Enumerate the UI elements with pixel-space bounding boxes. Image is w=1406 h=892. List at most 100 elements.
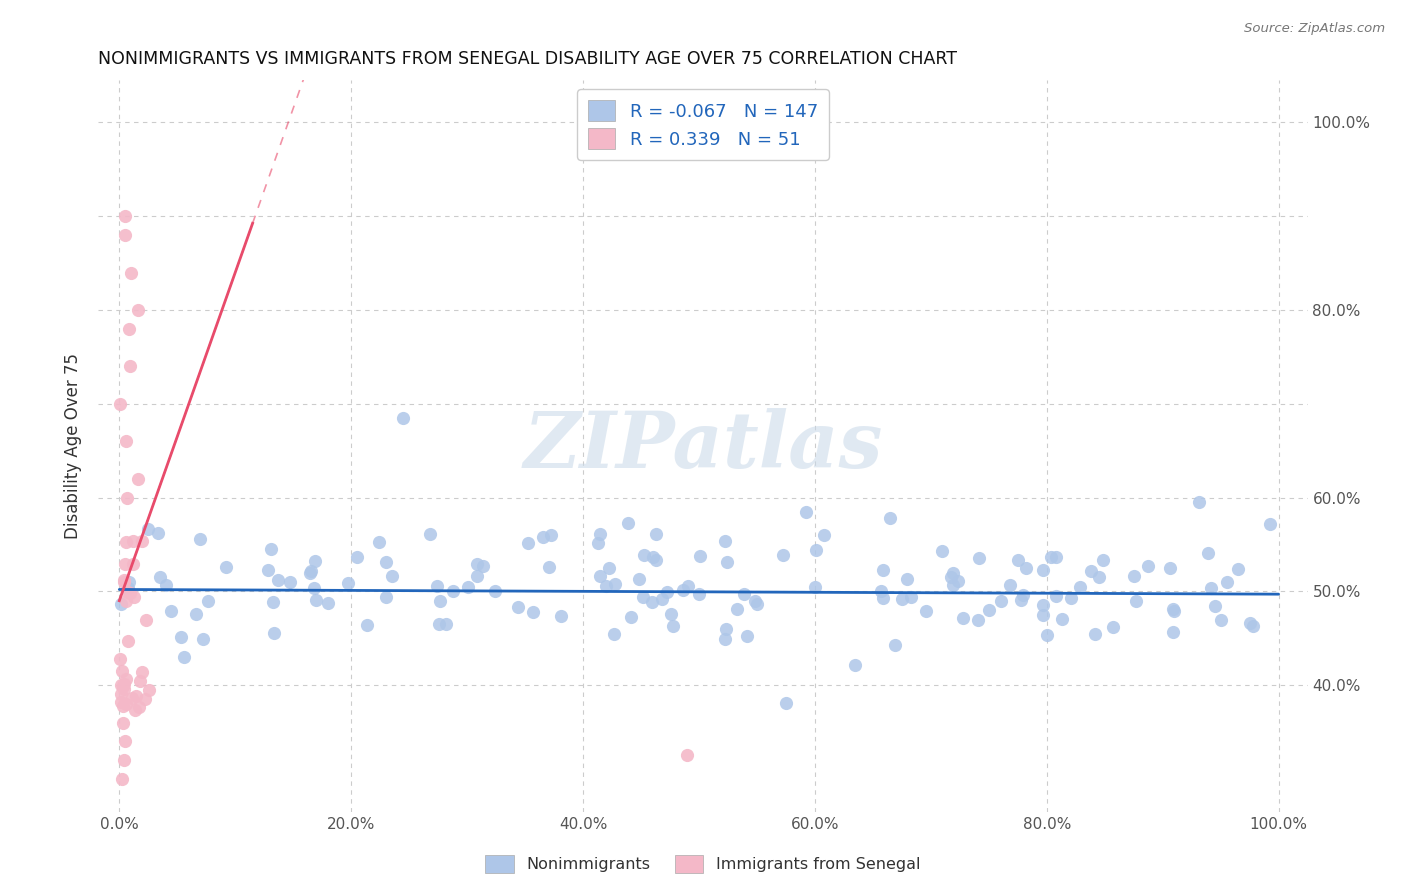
Point	[267, 574, 290, 588]
Point	[900, 591, 922, 605]
Point	[278, 575, 301, 590]
Point	[1060, 591, 1083, 606]
Point	[870, 584, 893, 599]
Point	[215, 560, 238, 574]
Text: ZIPatlas: ZIPatlas	[523, 408, 883, 484]
Point	[299, 566, 322, 581]
Point	[111, 699, 134, 714]
Point	[979, 603, 1001, 617]
Point	[1216, 575, 1239, 590]
Point	[112, 573, 135, 587]
Point	[110, 695, 132, 709]
Point	[586, 536, 609, 550]
Point	[375, 590, 398, 604]
Point	[813, 527, 835, 541]
Point	[794, 505, 817, 519]
Point	[124, 590, 146, 604]
Point	[1199, 581, 1222, 595]
Point	[304, 581, 326, 595]
Point	[136, 522, 159, 536]
Point	[108, 652, 131, 666]
Point	[472, 558, 495, 573]
Point	[1239, 615, 1261, 630]
Point	[550, 609, 572, 624]
Point	[716, 555, 738, 569]
Legend: R = -0.067   N = 147, R = 0.339   N = 51: R = -0.067 N = 147, R = 0.339 N = 51	[578, 89, 828, 160]
Point	[184, 607, 207, 621]
Point	[598, 560, 620, 574]
Point	[714, 632, 737, 647]
Point	[915, 604, 938, 618]
Point	[931, 544, 953, 558]
Point	[725, 601, 748, 615]
Point	[939, 570, 962, 584]
Point	[946, 574, 969, 588]
Point	[197, 594, 219, 608]
Point	[775, 696, 797, 710]
Point	[1045, 550, 1067, 565]
Point	[134, 692, 156, 706]
Point	[115, 672, 138, 686]
Point	[616, 516, 638, 531]
Point	[465, 569, 488, 583]
Point	[441, 584, 464, 599]
Y-axis label: Disability Age Over 75: Disability Age Over 75	[65, 353, 83, 539]
Point	[890, 591, 912, 606]
Point	[602, 627, 624, 641]
Point	[671, 582, 693, 597]
Point	[1000, 578, 1022, 592]
Point	[1032, 563, 1054, 577]
Point	[434, 616, 457, 631]
Point	[735, 629, 758, 643]
Point	[191, 632, 214, 647]
Point	[114, 734, 136, 748]
Point	[969, 550, 991, 565]
Point	[120, 266, 142, 280]
Point	[689, 549, 711, 564]
Point	[118, 322, 141, 336]
Point	[676, 748, 699, 763]
Point	[1036, 627, 1059, 641]
Point	[262, 595, 284, 609]
Point	[883, 638, 905, 652]
Point	[188, 532, 211, 546]
Point	[967, 613, 990, 627]
Point	[952, 611, 974, 625]
Point	[121, 691, 143, 706]
Point	[110, 772, 132, 786]
Point	[1163, 602, 1185, 616]
Point	[772, 548, 794, 562]
Point	[356, 618, 378, 632]
Point	[1032, 607, 1054, 622]
Point	[135, 613, 157, 627]
Point	[1084, 627, 1107, 641]
Point	[540, 527, 562, 541]
Point	[118, 586, 141, 600]
Point	[714, 534, 737, 549]
Point	[872, 563, 894, 577]
Point	[537, 560, 560, 574]
Point	[1080, 565, 1102, 579]
Point	[368, 535, 391, 549]
Point	[392, 410, 415, 425]
Point	[522, 605, 544, 619]
Point	[1032, 598, 1054, 612]
Legend: Nonimmigrants, Immigrants from Senegal: Nonimmigrants, Immigrants from Senegal	[479, 848, 927, 880]
Point	[678, 579, 700, 593]
Point	[112, 677, 135, 691]
Point	[1125, 593, 1147, 607]
Point	[148, 526, 170, 541]
Point	[304, 554, 326, 568]
Point	[1123, 569, 1146, 583]
Point	[1209, 613, 1232, 627]
Point	[337, 575, 360, 590]
Point	[114, 681, 136, 696]
Point	[633, 548, 655, 562]
Point	[1159, 561, 1181, 575]
Point	[1161, 624, 1184, 639]
Point	[651, 591, 673, 606]
Point	[745, 597, 768, 611]
Point	[110, 687, 132, 701]
Point	[645, 526, 668, 541]
Point	[1241, 619, 1264, 633]
